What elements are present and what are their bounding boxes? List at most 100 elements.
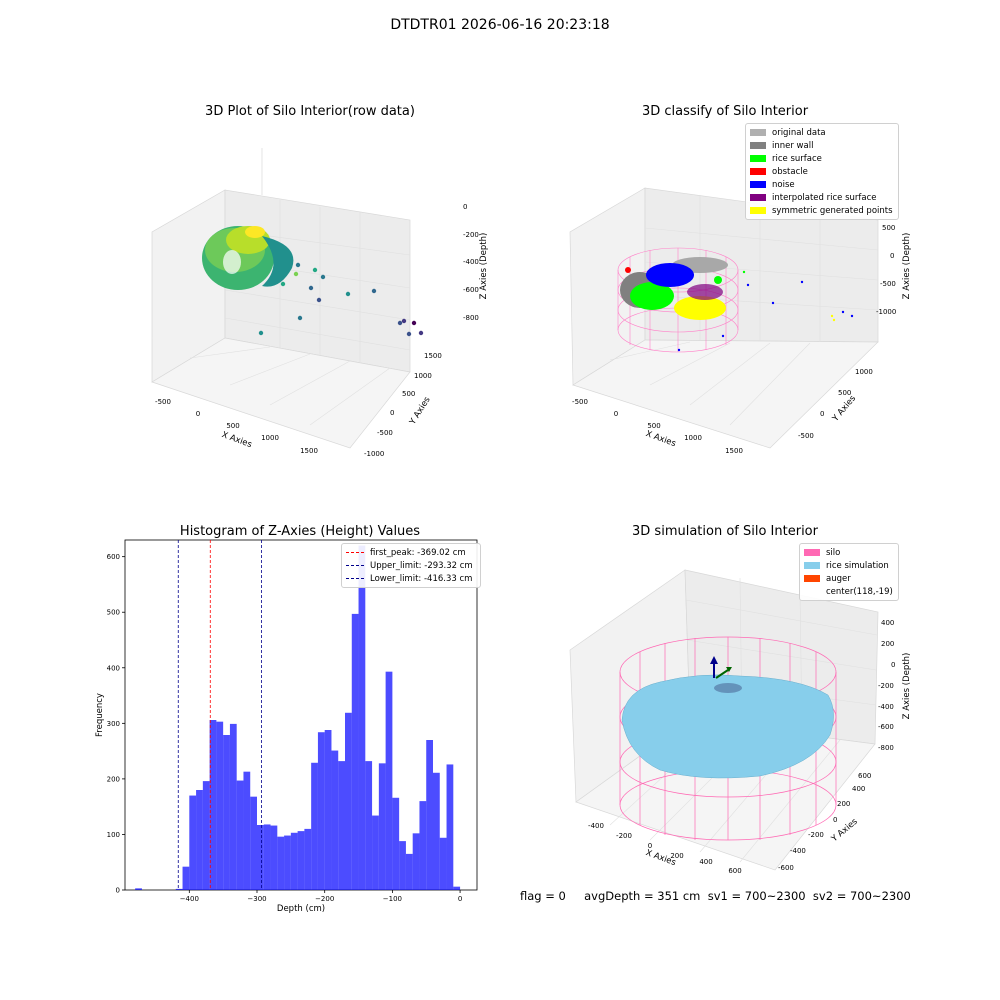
histogram-bar bbox=[297, 831, 305, 890]
simulation-legend-item: rice simulation bbox=[804, 559, 894, 572]
raw-xtick: -500 bbox=[155, 398, 171, 406]
classify-legend: original data inner wall rice surface ob… bbox=[745, 123, 899, 220]
histogram-ytick: 300 bbox=[107, 720, 120, 728]
legend-swatch bbox=[804, 588, 820, 595]
raw-ztick: -800 bbox=[463, 314, 479, 322]
histogram-bar bbox=[175, 888, 183, 890]
simulation-xtick: -200 bbox=[616, 832, 632, 840]
classify-point-clouds bbox=[620, 257, 854, 352]
histogram-bar bbox=[209, 720, 217, 890]
classify-silo-wireframe bbox=[617, 247, 739, 353]
histogram-bar bbox=[223, 735, 230, 890]
simulation-ytick: 400 bbox=[852, 785, 865, 793]
simulation-silo-wireframe bbox=[619, 636, 837, 841]
histogram-ytick: 100 bbox=[107, 831, 120, 839]
simulation-xtick: 400 bbox=[699, 858, 712, 866]
raw-ztick: -400 bbox=[463, 258, 479, 266]
histogram-bar bbox=[351, 613, 359, 890]
simulation-ytick: -600 bbox=[778, 864, 794, 872]
histogram-bar bbox=[385, 671, 393, 890]
simulation-legend-item: silo bbox=[804, 546, 894, 559]
simulation-legend-item: center(118,-19) bbox=[804, 585, 894, 598]
histogram-bar bbox=[290, 832, 298, 890]
simulation-ztick: -600 bbox=[878, 723, 894, 731]
histogram-bar bbox=[189, 795, 197, 890]
raw-xtick: 1500 bbox=[300, 447, 318, 455]
histogram-bar bbox=[412, 833, 420, 890]
histogram-bar bbox=[250, 796, 257, 890]
classify-ylabel: Y Axies bbox=[830, 393, 858, 424]
histogram-bar bbox=[257, 825, 264, 890]
histogram-ytick: 600 bbox=[107, 553, 120, 561]
simulation-ytick: 0 bbox=[833, 816, 837, 824]
histogram-bar bbox=[392, 797, 400, 890]
raw-ylabel: Y Axies bbox=[407, 395, 433, 428]
simulation-ytick: 600 bbox=[858, 772, 871, 780]
legend-swatch bbox=[750, 181, 766, 188]
histogram-bar bbox=[372, 815, 379, 890]
histogram-bar bbox=[419, 801, 427, 890]
classify-ytick: 1000 bbox=[855, 368, 873, 376]
simulation-rice-surface bbox=[621, 674, 834, 779]
classify-ztick: 0 bbox=[890, 252, 894, 260]
legend-line bbox=[346, 565, 364, 566]
simulation-legend: silo rice simulation auger center(118,-1… bbox=[799, 543, 899, 601]
raw-ztick: -200 bbox=[463, 231, 479, 239]
classify-ztick: -500 bbox=[880, 280, 896, 288]
legend-swatch bbox=[750, 142, 766, 149]
raw-zlabel: Z Axies (Depth) bbox=[479, 233, 489, 300]
legend-swatch bbox=[750, 207, 766, 214]
classify-legend-item: symmetric generated points bbox=[750, 204, 894, 217]
legend-swatch bbox=[750, 155, 766, 162]
histogram-ytick: 0 bbox=[116, 887, 120, 895]
histogram-bar bbox=[345, 712, 352, 890]
simulation-xtick: 0 bbox=[648, 842, 652, 850]
classify-legend-item: interpolated rice surface bbox=[750, 191, 894, 204]
histogram-bar bbox=[311, 762, 318, 890]
simulation-xlabel: X Axies bbox=[644, 848, 677, 868]
raw-xtick: 1000 bbox=[261, 434, 279, 442]
simulation-xtick: 200 bbox=[670, 852, 683, 860]
classify-legend-item: original data bbox=[750, 126, 894, 139]
simulation-ztick: -400 bbox=[878, 703, 894, 711]
classify-ytick: 500 bbox=[838, 389, 851, 397]
simulation-ytick: 200 bbox=[837, 800, 850, 808]
histogram-bar bbox=[216, 721, 224, 890]
histogram-bar bbox=[331, 750, 339, 890]
histogram-legend-item: first_peak: -369.02 cm bbox=[346, 546, 476, 559]
raw-ytick: 0 bbox=[390, 409, 394, 417]
legend-swatch bbox=[750, 168, 766, 175]
classify-legend-item: obstacle bbox=[750, 165, 894, 178]
histogram-bar bbox=[270, 825, 278, 890]
histogram-bar bbox=[433, 772, 440, 890]
raw-xtick: 500 bbox=[226, 422, 239, 430]
histogram-legend-item: Lower_limit: -416.33 cm bbox=[346, 572, 476, 585]
simulation-ytick: -200 bbox=[808, 831, 824, 839]
histogram-bar bbox=[236, 780, 244, 890]
histogram-legend-item: Upper_limit: -293.32 cm bbox=[346, 559, 476, 572]
raw-plot-title: 3D Plot of Silo Interior(row data) bbox=[205, 104, 415, 119]
histogram-xtick: 0 bbox=[458, 895, 462, 903]
histogram-title: Histogram of Z-Axies (Height) Values bbox=[179, 524, 421, 539]
status-line: flag = 0 avgDepth = 351 cm sv1 = 700~230… bbox=[520, 889, 911, 903]
histogram-bar bbox=[324, 730, 332, 890]
histogram-bar bbox=[277, 836, 285, 890]
classify-legend-item: noise bbox=[750, 178, 894, 191]
histogram-bar bbox=[439, 837, 447, 890]
classify-xtick: 1000 bbox=[684, 434, 702, 442]
simulation-xtick: 600 bbox=[728, 867, 741, 875]
raw-outlier-points bbox=[258, 262, 424, 337]
simulation-ztick: -800 bbox=[878, 744, 894, 752]
histogram-xtick: −300 bbox=[247, 895, 266, 903]
histogram-bar bbox=[426, 740, 433, 890]
classify-legend-item: rice surface bbox=[750, 152, 894, 165]
histogram-bar bbox=[365, 761, 373, 890]
histogram-ytick: 500 bbox=[107, 609, 120, 617]
histogram-bar bbox=[284, 835, 291, 890]
classify-legend-item: inner wall bbox=[750, 139, 894, 152]
classify-ytick: 0 bbox=[820, 410, 824, 418]
raw-xtick: 0 bbox=[196, 410, 200, 418]
classify-ztick: -1000 bbox=[876, 308, 896, 316]
histogram-ylabel: Frequency bbox=[95, 693, 105, 737]
raw-ytick: 1500 bbox=[424, 352, 442, 360]
